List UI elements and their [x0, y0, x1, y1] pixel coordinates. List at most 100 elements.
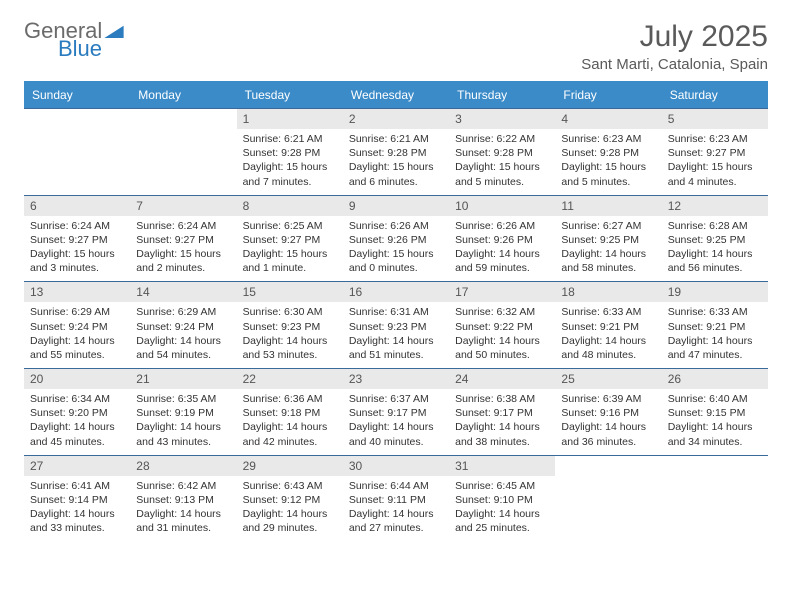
day-number: 12 — [662, 196, 768, 216]
day-number: 26 — [662, 369, 768, 389]
calendar-cell: 3Sunrise: 6:22 AMSunset: 9:28 PMDaylight… — [449, 109, 555, 196]
day-content: Sunrise: 6:23 AMSunset: 9:27 PMDaylight:… — [662, 129, 768, 195]
day-content: Sunrise: 6:45 AMSunset: 9:10 PMDaylight:… — [449, 476, 555, 542]
day-header: Monday — [130, 82, 236, 109]
calendar-cell: 1Sunrise: 6:21 AMSunset: 9:28 PMDaylight… — [237, 109, 343, 196]
day-number: 22 — [237, 369, 343, 389]
calendar-cell: 11Sunrise: 6:27 AMSunset: 9:25 PMDayligh… — [555, 195, 661, 282]
day-content: Sunrise: 6:39 AMSunset: 9:16 PMDaylight:… — [555, 389, 661, 455]
calendar-cell: 24Sunrise: 6:38 AMSunset: 9:17 PMDayligh… — [449, 369, 555, 456]
day-number: 29 — [237, 456, 343, 476]
day-content: Sunrise: 6:30 AMSunset: 9:23 PMDaylight:… — [237, 302, 343, 368]
calendar-row: 20Sunrise: 6:34 AMSunset: 9:20 PMDayligh… — [24, 369, 768, 456]
calendar-cell: 30Sunrise: 6:44 AMSunset: 9:11 PMDayligh… — [343, 455, 449, 541]
day-number: 10 — [449, 196, 555, 216]
calendar-cell: 29Sunrise: 6:43 AMSunset: 9:12 PMDayligh… — [237, 455, 343, 541]
day-number: 14 — [130, 282, 236, 302]
calendar-table: SundayMondayTuesdayWednesdayThursdayFrid… — [24, 81, 768, 541]
calendar-cell: 8Sunrise: 6:25 AMSunset: 9:27 PMDaylight… — [237, 195, 343, 282]
day-content: Sunrise: 6:38 AMSunset: 9:17 PMDaylight:… — [449, 389, 555, 455]
calendar-cell: 25Sunrise: 6:39 AMSunset: 9:16 PMDayligh… — [555, 369, 661, 456]
header: GeneralBlue July 2025 Sant Marti, Catalo… — [24, 20, 768, 73]
day-number: 20 — [24, 369, 130, 389]
day-content: Sunrise: 6:36 AMSunset: 9:18 PMDaylight:… — [237, 389, 343, 455]
day-number: 9 — [343, 196, 449, 216]
day-content: Sunrise: 6:43 AMSunset: 9:12 PMDaylight:… — [237, 476, 343, 542]
day-content: Sunrise: 6:29 AMSunset: 9:24 PMDaylight:… — [24, 302, 130, 368]
logo: GeneralBlue — [24, 20, 124, 60]
day-number: 31 — [449, 456, 555, 476]
calendar-cell: 26Sunrise: 6:40 AMSunset: 9:15 PMDayligh… — [662, 369, 768, 456]
day-number: 4 — [555, 109, 661, 129]
day-content: Sunrise: 6:23 AMSunset: 9:28 PMDaylight:… — [555, 129, 661, 195]
day-content: Sunrise: 6:21 AMSunset: 9:28 PMDaylight:… — [343, 129, 449, 195]
day-number: 2 — [343, 109, 449, 129]
calendar-cell: 14Sunrise: 6:29 AMSunset: 9:24 PMDayligh… — [130, 282, 236, 369]
day-header: Friday — [555, 82, 661, 109]
calendar-cell: 20Sunrise: 6:34 AMSunset: 9:20 PMDayligh… — [24, 369, 130, 456]
day-number: 3 — [449, 109, 555, 129]
day-number: 15 — [237, 282, 343, 302]
day-content: Sunrise: 6:42 AMSunset: 9:13 PMDaylight:… — [130, 476, 236, 542]
day-header: Sunday — [24, 82, 130, 109]
calendar-cell: 18Sunrise: 6:33 AMSunset: 9:21 PMDayligh… — [555, 282, 661, 369]
calendar-cell: 27Sunrise: 6:41 AMSunset: 9:14 PMDayligh… — [24, 455, 130, 541]
day-number: 11 — [555, 196, 661, 216]
day-content: Sunrise: 6:25 AMSunset: 9:27 PMDaylight:… — [237, 216, 343, 282]
day-number: 18 — [555, 282, 661, 302]
calendar-head: SundayMondayTuesdayWednesdayThursdayFrid… — [24, 82, 768, 109]
day-content: Sunrise: 6:26 AMSunset: 9:26 PMDaylight:… — [449, 216, 555, 282]
day-content: Sunrise: 6:26 AMSunset: 9:26 PMDaylight:… — [343, 216, 449, 282]
location: Sant Marti, Catalonia, Spain — [581, 56, 768, 73]
day-number: 7 — [130, 196, 236, 216]
day-number: 21 — [130, 369, 236, 389]
day-content: Sunrise: 6:32 AMSunset: 9:22 PMDaylight:… — [449, 302, 555, 368]
day-number: 28 — [130, 456, 236, 476]
day-number: 17 — [449, 282, 555, 302]
day-content: Sunrise: 6:34 AMSunset: 9:20 PMDaylight:… — [24, 389, 130, 455]
day-content: Sunrise: 6:44 AMSunset: 9:11 PMDaylight:… — [343, 476, 449, 542]
day-number: 27 — [24, 456, 130, 476]
calendar-cell: 15Sunrise: 6:30 AMSunset: 9:23 PMDayligh… — [237, 282, 343, 369]
logo-part2: Blue — [58, 38, 124, 60]
calendar-cell: 9Sunrise: 6:26 AMSunset: 9:26 PMDaylight… — [343, 195, 449, 282]
day-content: Sunrise: 6:40 AMSunset: 9:15 PMDaylight:… — [662, 389, 768, 455]
day-content: Sunrise: 6:27 AMSunset: 9:25 PMDaylight:… — [555, 216, 661, 282]
day-header: Tuesday — [237, 82, 343, 109]
day-content: Sunrise: 6:28 AMSunset: 9:25 PMDaylight:… — [662, 216, 768, 282]
calendar-row: 27Sunrise: 6:41 AMSunset: 9:14 PMDayligh… — [24, 455, 768, 541]
calendar-row: 13Sunrise: 6:29 AMSunset: 9:24 PMDayligh… — [24, 282, 768, 369]
calendar-cell: 31Sunrise: 6:45 AMSunset: 9:10 PMDayligh… — [449, 455, 555, 541]
month-title: July 2025 — [581, 20, 768, 54]
day-number: 6 — [24, 196, 130, 216]
calendar-cell: 28Sunrise: 6:42 AMSunset: 9:13 PMDayligh… — [130, 455, 236, 541]
day-content: Sunrise: 6:35 AMSunset: 9:19 PMDaylight:… — [130, 389, 236, 455]
calendar-row: 6Sunrise: 6:24 AMSunset: 9:27 PMDaylight… — [24, 195, 768, 282]
calendar-cell-empty — [555, 455, 661, 541]
day-content: Sunrise: 6:24 AMSunset: 9:27 PMDaylight:… — [130, 216, 236, 282]
day-number: 25 — [555, 369, 661, 389]
calendar-row: 1Sunrise: 6:21 AMSunset: 9:28 PMDaylight… — [24, 109, 768, 196]
day-number: 24 — [449, 369, 555, 389]
day-header: Saturday — [662, 82, 768, 109]
calendar-cell: 4Sunrise: 6:23 AMSunset: 9:28 PMDaylight… — [555, 109, 661, 196]
calendar-cell: 22Sunrise: 6:36 AMSunset: 9:18 PMDayligh… — [237, 369, 343, 456]
calendar-cell: 2Sunrise: 6:21 AMSunset: 9:28 PMDaylight… — [343, 109, 449, 196]
day-content: Sunrise: 6:41 AMSunset: 9:14 PMDaylight:… — [24, 476, 130, 542]
day-number: 23 — [343, 369, 449, 389]
day-content: Sunrise: 6:33 AMSunset: 9:21 PMDaylight:… — [555, 302, 661, 368]
calendar-cell: 5Sunrise: 6:23 AMSunset: 9:27 PMDaylight… — [662, 109, 768, 196]
title-block: July 2025 Sant Marti, Catalonia, Spain — [581, 20, 768, 73]
day-content: Sunrise: 6:37 AMSunset: 9:17 PMDaylight:… — [343, 389, 449, 455]
calendar-cell-empty — [24, 109, 130, 196]
day-content: Sunrise: 6:33 AMSunset: 9:21 PMDaylight:… — [662, 302, 768, 368]
calendar-cell: 19Sunrise: 6:33 AMSunset: 9:21 PMDayligh… — [662, 282, 768, 369]
day-number: 8 — [237, 196, 343, 216]
day-content: Sunrise: 6:31 AMSunset: 9:23 PMDaylight:… — [343, 302, 449, 368]
calendar-cell: 6Sunrise: 6:24 AMSunset: 9:27 PMDaylight… — [24, 195, 130, 282]
calendar-cell: 21Sunrise: 6:35 AMSunset: 9:19 PMDayligh… — [130, 369, 236, 456]
day-number: 16 — [343, 282, 449, 302]
day-content: Sunrise: 6:21 AMSunset: 9:28 PMDaylight:… — [237, 129, 343, 195]
calendar-cell: 23Sunrise: 6:37 AMSunset: 9:17 PMDayligh… — [343, 369, 449, 456]
day-content: Sunrise: 6:29 AMSunset: 9:24 PMDaylight:… — [130, 302, 236, 368]
